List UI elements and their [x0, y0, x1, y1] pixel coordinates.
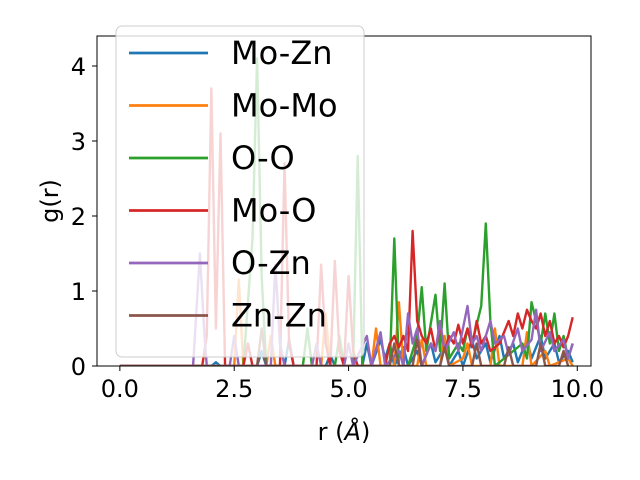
legend-label: O-O [231, 139, 295, 177]
x-tick-label: 7.5 [444, 375, 482, 403]
legend-label: Zn-Zn [231, 297, 327, 335]
legend: Mo-Zn Mo-Mo O-O Mo-O O-Zn Zn-Zn [115, 25, 365, 358]
legend-box [115, 25, 365, 358]
legend-label: Mo-O [231, 192, 316, 230]
legend-label: Mo-Mo [231, 87, 338, 125]
y-tick-label: 1 [71, 278, 86, 306]
series-line-mo-zn [119, 334, 574, 366]
x-tick-label: 0.0 [101, 375, 139, 403]
ticks-layer: 0.0 2.5 5.0 7.5 10.0 0 1 2 3 4 [71, 53, 604, 403]
y-tick-label: 2 [71, 203, 86, 231]
y-axis-label: g(r) [36, 179, 64, 223]
x-tick-label: 5.0 [329, 375, 367, 403]
series-line-zn-zn [119, 327, 570, 366]
legend-label: Mo-Zn [231, 34, 333, 72]
legend-label: O-Zn [231, 244, 311, 282]
x-tick-label: 10.0 [551, 375, 604, 403]
y-tick-label: 4 [71, 53, 86, 81]
x-tick-label: 2.5 [215, 375, 253, 403]
y-tick-label: 0 [71, 353, 86, 381]
y-tick-label: 3 [71, 128, 86, 156]
x-axis-label: r (Å) [318, 417, 371, 446]
